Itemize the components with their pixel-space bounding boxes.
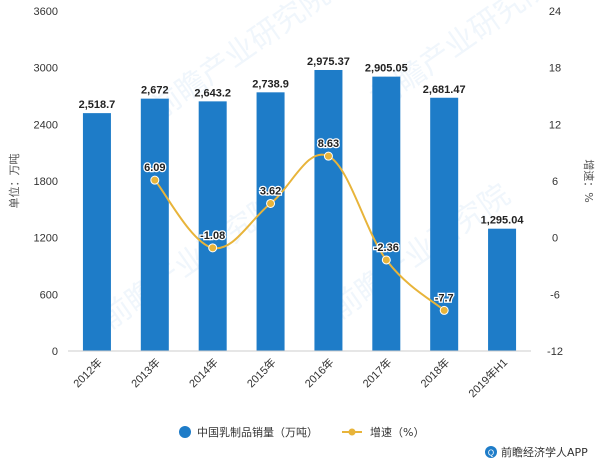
right-y-tick-label: 24 [549,6,561,18]
legend-line-marker [348,428,356,436]
line-value-label: 3.62 [260,185,281,197]
bar [198,101,227,351]
brand-logo-glyph: Q [488,449,494,458]
left-y-axis-title: 单位：万吨 [7,154,21,209]
bar-value-label: 2,518.7 [79,99,116,111]
left-y-tick-label: 600 [40,289,58,301]
x-tick-label: 2016年 [302,355,337,390]
line-point [150,175,160,185]
x-axis-ticks: 2012年 2013年 2014年 2015年 2016年 2017年 2018年 2019年… [70,355,510,400]
brand-name: 前瞻经济学人APP [501,445,588,459]
bar-value-label: 2,672 [141,85,169,97]
footer-brand: Q 前瞻经济学人APP [485,445,588,459]
left-y-axis-ticks: 0 600 1200 1800 2400 3000 3600 [34,6,58,358]
left-y-tick-label: 3600 [34,6,58,18]
x-tick-label: 2012年 [70,355,105,390]
bar [314,69,343,352]
right-y-tick-label: -6 [550,289,560,301]
line-series [150,151,449,315]
x-tick-label: 2014年 [186,355,221,390]
bar-value-label: 2,681.47 [423,84,466,96]
line-value-label: 8.63 [318,138,339,150]
line-data-labels: 6.09 -1.08 3.62 8.63 -2.36 -7.7 [143,137,455,306]
line-point [208,243,218,253]
bar-series [82,69,517,352]
bar [372,76,401,352]
x-tick-label: 2013年 [128,355,163,390]
legend-line-label: 增速（%） [370,425,424,439]
right-y-axis-ticks: -12 -6 0 6 12 18 24 [547,6,563,358]
left-y-tick-label: 0 [52,346,58,358]
x-tick-label: 2018年 [417,355,452,390]
bar-value-label: 2,738.9 [252,78,289,90]
left-y-tick-label: 1200 [34,233,58,245]
right-y-axis-title: 增速：% [582,159,596,202]
bar [256,92,285,351]
right-y-tick-label: 12 [549,119,561,131]
brand-logo-icon [485,446,497,458]
right-y-tick-label: -12 [547,346,563,358]
line-value-label: -2.36 [374,242,399,254]
x-tick-label: 2015年 [244,355,279,390]
growth-line [154,153,445,312]
bar [140,98,169,352]
legend-bar-label: 中国乳制品销量（万吨） [197,425,318,439]
bar-value-label: 2,975.37 [307,56,350,68]
left-y-tick-label: 2400 [34,119,58,131]
right-y-tick-label: 0 [552,233,558,245]
x-tick-label: 2019年H1 [465,355,510,400]
legend: 中国乳制品销量（万吨） 增速（%） [179,425,424,439]
bar-value-label: 1,295.04 [481,215,525,227]
left-y-tick-label: 1800 [34,176,58,188]
line-value-label: -7.7 [435,292,454,304]
line-point [381,255,391,265]
watermark-text: 前瞻产业研究院 [325,178,516,325]
line-value-label: -1.08 [200,230,225,242]
line-point [439,305,449,315]
legend-bar-swatch [179,426,191,438]
line-point [266,198,276,208]
bar-value-label: 2,643.2 [194,87,231,99]
bar-value-label: 2,905.05 [365,63,408,75]
bar-data-labels: 2,518.7 2,672 2,643.2 2,738.9 2,975.37 2,905.… [79,56,525,227]
left-y-tick-label: 3000 [34,63,58,75]
x-tick-label: 2017年 [359,355,394,390]
right-y-tick-label: 18 [549,63,561,75]
line-value-label: 6.09 [144,162,165,174]
right-y-tick-label: 6 [552,176,558,188]
bar [488,228,517,351]
bar [82,113,111,352]
line-point [323,151,333,161]
